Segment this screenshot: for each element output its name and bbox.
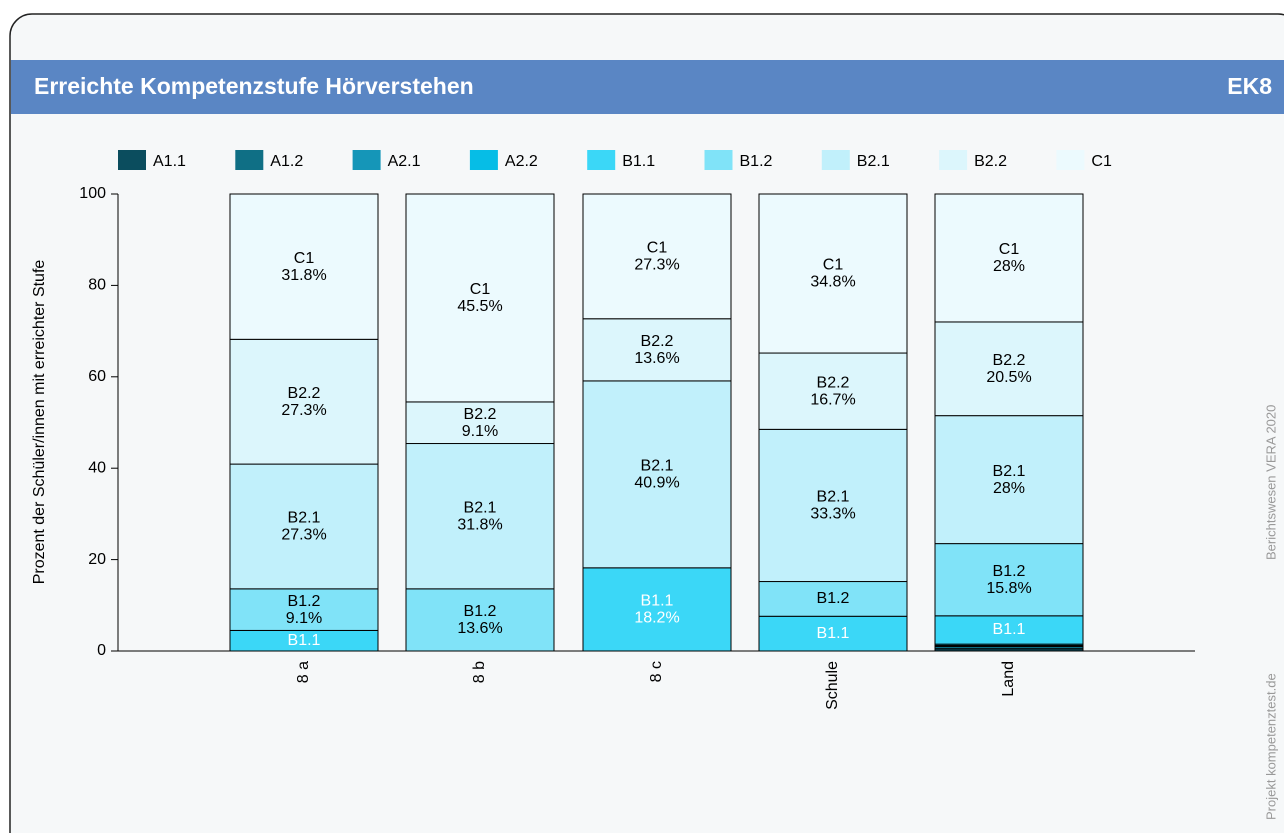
note: Berichtswesen VERA 2020 <box>1263 405 1278 560</box>
segment-name: B1.1 <box>288 632 321 649</box>
legend-label: A1.1 <box>153 153 186 170</box>
segment-name: B1.2 <box>817 590 850 607</box>
bar-segment <box>758 193 908 354</box>
y-tick-label: 40 <box>88 459 106 476</box>
segment-name: B2.1 <box>817 489 850 506</box>
legend-label: B2.2 <box>974 153 1007 170</box>
y-tick-label: 60 <box>88 368 106 385</box>
data-label: 34.8% <box>810 274 855 291</box>
bar-segment <box>405 193 555 403</box>
segment-name: B1.2 <box>288 593 321 610</box>
data-label: 13.6% <box>634 350 679 367</box>
data-label: 9.1% <box>462 423 498 440</box>
legend-label: A1.2 <box>270 153 303 170</box>
bar-segment <box>934 415 1084 545</box>
bar-segment <box>758 581 908 617</box>
data-label: 15.8% <box>986 580 1031 597</box>
x-tick-label: 8 a <box>295 661 312 683</box>
y-tick-label: 0 <box>97 642 106 659</box>
y-tick-label: 80 <box>88 277 106 294</box>
data-label: 27.3% <box>281 527 326 544</box>
data-label: 31.8% <box>281 267 326 284</box>
legend-swatch <box>1056 150 1085 170</box>
data-label: 31.8% <box>457 516 502 533</box>
legend-label: A2.1 <box>388 153 421 170</box>
segment-name: C1 <box>647 240 668 257</box>
x-tick-label: Schule <box>824 661 841 710</box>
bar-segment <box>758 615 908 652</box>
header-band <box>11 60 1284 114</box>
source: Projekt kompetenztest.de <box>1263 673 1278 820</box>
legend-swatch <box>704 150 733 170</box>
bar-segment <box>758 428 908 583</box>
legend-swatch <box>352 150 381 170</box>
segment-name: B1.1 <box>993 621 1026 638</box>
x-tick-label: 8 c <box>648 661 665 682</box>
y-tick-label: 100 <box>79 185 106 202</box>
legend-swatch <box>821 150 850 170</box>
y-tick-label: 20 <box>88 551 106 568</box>
x-tick-label: Land <box>1000 661 1017 697</box>
legend-label: B1.1 <box>622 153 655 170</box>
segment-name: B1.2 <box>993 563 1026 580</box>
segment-name: B1.1 <box>817 625 850 642</box>
data-label: 33.3% <box>810 506 855 523</box>
chart-title: Erreichte Kompetenzstufe Hörverstehen <box>34 73 474 99</box>
bar-segment <box>758 352 908 430</box>
segment-name: C1 <box>294 250 315 267</box>
segment-name: B2.2 <box>288 385 321 402</box>
data-label: 27.3% <box>634 257 679 274</box>
legend-swatch <box>235 150 264 170</box>
bar-segment <box>405 443 555 590</box>
segment-name: B2.2 <box>641 333 674 350</box>
segment-name: B2.2 <box>817 374 850 391</box>
data-label: 28% <box>993 258 1025 275</box>
bar-segment <box>405 588 555 652</box>
legend-label: C1 <box>1091 153 1112 170</box>
data-label: 45.5% <box>457 298 502 315</box>
bar-segment <box>229 193 379 340</box>
segment-name: B2.1 <box>993 463 1026 480</box>
legend-swatch <box>118 150 146 170</box>
data-label: 18.2% <box>634 610 679 627</box>
bar-segment <box>582 318 732 382</box>
x-tick-label: 8 b <box>471 661 488 683</box>
data-label: 27.3% <box>281 402 326 419</box>
bar-segment <box>934 193 1084 323</box>
legend-label: B1.2 <box>740 153 773 170</box>
bar-segment <box>582 380 732 569</box>
y-axis-label: Prozent der Schüler/innen mit erreichter… <box>31 260 48 585</box>
segment-name: B2.1 <box>464 499 497 516</box>
chart-code: EK8 <box>1227 73 1272 99</box>
legend-label: A2.2 <box>505 153 538 170</box>
data-label: 28% <box>993 480 1025 497</box>
segment-name: B2.1 <box>288 510 321 527</box>
data-label: 13.6% <box>457 620 502 637</box>
segment-name: C1 <box>999 241 1020 258</box>
segment-name: B1.1 <box>641 593 674 610</box>
data-label: 20.5% <box>986 369 1031 386</box>
bar-segment <box>582 193 732 320</box>
segment-name: B2.2 <box>464 406 497 423</box>
legend-label: B2.1 <box>857 153 890 170</box>
bar-segment <box>934 543 1084 617</box>
bar-segment <box>934 321 1084 417</box>
segment-name: C1 <box>470 281 491 298</box>
bar-segment <box>582 567 732 652</box>
data-label: 16.7% <box>810 391 855 408</box>
legend-swatch <box>587 150 616 170</box>
segment-name: B2.1 <box>641 458 674 475</box>
segment-name: C1 <box>823 257 844 274</box>
bar-segment <box>405 401 555 445</box>
legend-swatch <box>939 150 968 170</box>
data-label: 40.9% <box>634 475 679 492</box>
legend-swatch <box>469 150 498 170</box>
segment-name: B1.2 <box>464 603 497 620</box>
segment-name: B2.2 <box>993 352 1026 369</box>
data-label: 9.1% <box>286 610 322 627</box>
